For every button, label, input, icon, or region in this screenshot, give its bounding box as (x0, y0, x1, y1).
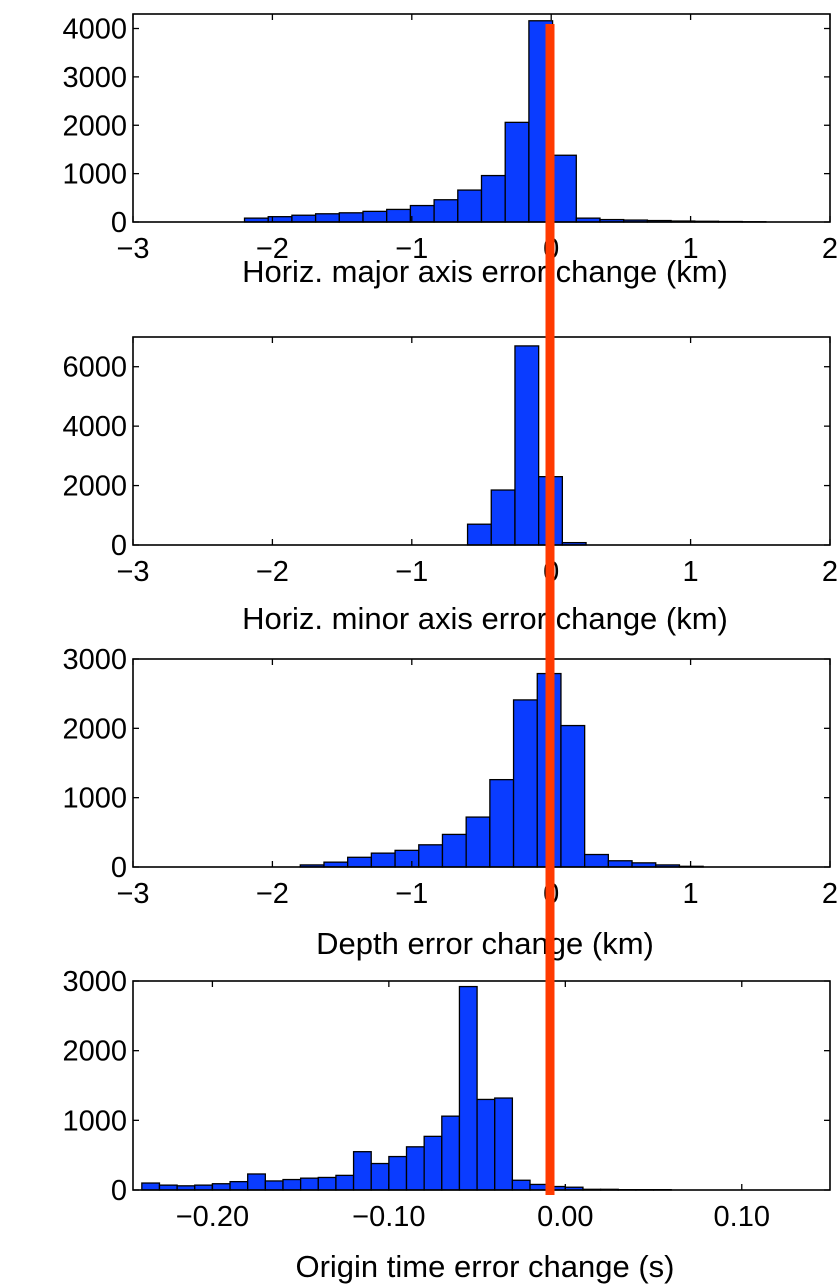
y-tick-label: 1000 (62, 159, 127, 191)
histogram-bar (551, 154, 577, 223)
axes-frame (132, 336, 831, 546)
axes-frame (132, 980, 831, 1191)
x-axis-label: Origin time error change (s) (295, 1249, 674, 1284)
histogram-bar (282, 1178, 302, 1191)
x-axis-label: Horiz. major axis error change (km) (242, 254, 728, 289)
histogram-bar (394, 849, 420, 868)
x-tick-label: 0.00 (537, 1201, 593, 1233)
histogram-bar (264, 1180, 284, 1191)
x-tick-label: −0.20 (176, 1201, 249, 1233)
x-tick-label: −1 (395, 556, 428, 588)
histogram-bar (370, 852, 396, 868)
histogram-bar (299, 1177, 319, 1191)
y-tick-label: 0 (111, 852, 127, 884)
x-tick-label: −3 (116, 556, 149, 588)
x-tick-label: 1 (683, 878, 699, 910)
x-tick-label: 0.10 (714, 1201, 770, 1233)
x-tick-label: −1 (395, 878, 428, 910)
y-tick-label: 2000 (62, 471, 127, 503)
x-tick-label: −2 (256, 878, 289, 910)
histogram-bar (529, 1183, 549, 1191)
x-axis-label: Depth error change (km) (316, 926, 654, 961)
histogram-bar (560, 724, 586, 868)
histogram-bar (423, 1135, 443, 1191)
y-tick-label: 0 (111, 1175, 127, 1207)
histogram-bar (476, 1098, 496, 1191)
y-tick-label: 3000 (62, 966, 127, 998)
axes-frame (132, 13, 831, 223)
histogram-bar (511, 1179, 531, 1191)
histogram-bar (247, 1173, 266, 1191)
histogram-bar (314, 213, 340, 223)
x-tick-label: −2 (256, 556, 289, 588)
histogram-bar (512, 699, 538, 868)
x-tick-label: −1 (395, 233, 428, 265)
histogram-bar (607, 860, 633, 868)
y-tick-label: 2000 (62, 713, 127, 745)
histogram-bar (489, 778, 515, 868)
y-tick-label: 4000 (62, 411, 127, 443)
histogram-bar (386, 208, 412, 223)
x-tick-label: 2 (822, 233, 837, 265)
histogram-bar (362, 210, 388, 223)
y-tick-label: 4000 (62, 14, 127, 46)
y-tick-label: 0 (111, 530, 127, 562)
y-tick-label: 3000 (62, 62, 127, 94)
histogram-bar (466, 523, 492, 546)
histogram-bar (211, 1183, 231, 1191)
histogram-bar (291, 214, 317, 223)
y-tick-label: 0 (111, 207, 127, 239)
histogram-bar (338, 212, 364, 223)
histogram-bar (441, 1115, 461, 1191)
histogram-bar (584, 853, 610, 868)
histogram-bar (141, 1182, 161, 1191)
histogram-bar (317, 1176, 337, 1191)
histogram-bar (405, 1146, 425, 1191)
x-tick-label: 2 (822, 878, 837, 910)
histogram-bar (418, 844, 444, 868)
histogram-bar (229, 1180, 249, 1191)
histogram-bar (514, 345, 540, 546)
x-tick-label: −2 (256, 233, 289, 265)
x-tick-label: 1 (683, 233, 699, 265)
histogram-bar (458, 985, 478, 1191)
axes-frame (132, 658, 831, 868)
histogram-bar (441, 833, 467, 868)
y-tick-label: 1000 (62, 1105, 127, 1137)
y-tick-label: 2000 (62, 1036, 127, 1068)
histogram-bar (335, 1174, 355, 1191)
x-tick-label: 1 (683, 556, 699, 588)
histogram-bar (347, 856, 373, 868)
histogram-bar (494, 1097, 514, 1191)
histogram-bar (388, 1155, 408, 1191)
x-tick-label: −3 (116, 233, 149, 265)
histogram-bar (465, 816, 491, 868)
histogram-bar (352, 1151, 372, 1191)
histogram-bar (490, 489, 516, 546)
y-tick-label: 6000 (62, 352, 127, 384)
x-axis-label: Horiz. minor axis error change (km) (242, 601, 728, 636)
histogram-panel-4: 0 1000 2000 3000 −0.20 −0.10 0.00 0.10 Origin ti… (62, 966, 831, 1284)
x-tick-label: 2 (822, 556, 837, 588)
x-tick-label: −0.10 (352, 1201, 425, 1233)
y-tick-label: 1000 (62, 783, 127, 815)
histogram-bar (480, 174, 506, 223)
histogram-bar (370, 1162, 390, 1191)
histogram-bar (409, 204, 435, 223)
histogram-bar (433, 199, 459, 223)
y-tick-label: 2000 (62, 110, 127, 142)
histogram-bar (504, 121, 530, 223)
y-tick-label: 3000 (62, 644, 127, 676)
x-tick-label: −3 (116, 878, 149, 910)
histogram-bar (457, 189, 483, 223)
